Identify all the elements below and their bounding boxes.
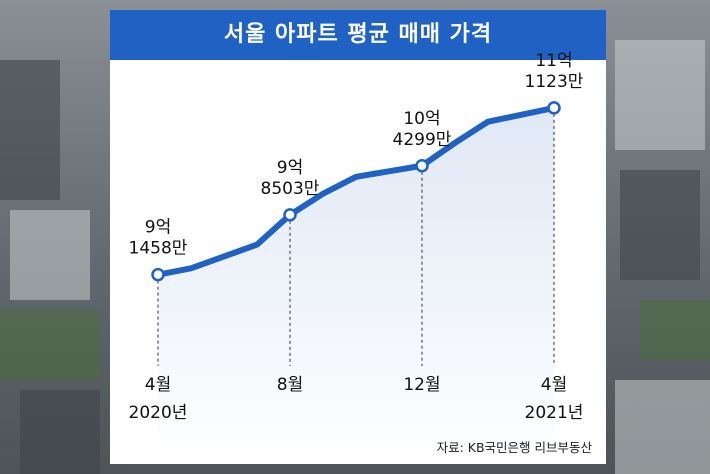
x-tick-label: 12월	[403, 375, 440, 395]
background-building	[615, 40, 705, 150]
background-building	[615, 380, 710, 474]
data-label: 8503만	[261, 179, 320, 199]
chart-card: 서울 아파트 평균 매매 가격 9억 1458만 4월 2020년 9억 8503만 8월 1…	[110, 10, 606, 464]
data-label: 4299만	[393, 130, 452, 150]
x-tick-label: 2021년	[525, 403, 584, 423]
background-park	[0, 310, 100, 380]
x-tick-label: 4월	[541, 375, 567, 395]
data-label: 9억	[145, 218, 171, 238]
line-chart: 9억1458만4월2020년9억8503만8월10억4299만12월11억112…	[129, 51, 584, 464]
data-point	[415, 159, 429, 173]
background-building	[620, 170, 700, 280]
data-point	[151, 267, 165, 282]
source-note: 자료: KB국민은행 리브부동산	[436, 440, 592, 455]
chart-title: 서울 아파트 평균 매매 가격	[110, 10, 606, 60]
x-tick-label: 2020년	[129, 403, 188, 423]
background-park	[640, 300, 710, 360]
data-label: 1458만	[129, 239, 188, 259]
x-tick-label: 4월	[145, 375, 171, 395]
data-label: 1123만	[525, 72, 584, 92]
area-fill	[158, 107, 554, 464]
background-building	[10, 210, 90, 300]
background-building	[0, 60, 60, 200]
data-label: 10억	[403, 109, 440, 129]
series-line	[155, 104, 557, 278]
data-point	[283, 208, 297, 222]
background-building	[20, 390, 100, 474]
data-label: 9억	[277, 158, 303, 178]
x-tick-label: 8월	[277, 375, 303, 395]
data-label: 11억	[535, 51, 572, 71]
data-point	[547, 101, 561, 115]
